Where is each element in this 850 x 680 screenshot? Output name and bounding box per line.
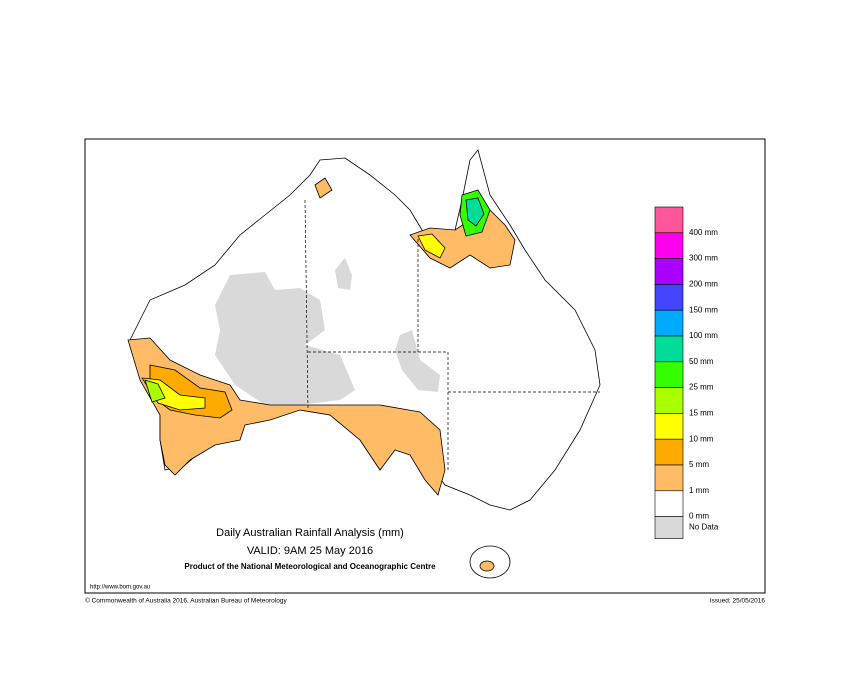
rain-10mm xyxy=(417,233,446,259)
rain-1mm xyxy=(314,177,333,199)
legend-swatch xyxy=(654,464,684,492)
australia-map xyxy=(127,149,601,579)
no-data-area xyxy=(215,272,355,405)
legend-swatch xyxy=(654,206,684,234)
source-url: http://www.bom.gov.au xyxy=(90,585,150,591)
legend-swatch xyxy=(654,413,684,440)
legend-label: 25 mm xyxy=(689,383,714,392)
legend-label: 300 mm xyxy=(689,254,718,263)
valid-time: VALID: 9AM 25 May 2016 xyxy=(247,545,373,557)
state-border xyxy=(304,199,600,470)
no-data-area xyxy=(335,258,352,290)
legend-label: 10 mm xyxy=(689,434,714,443)
map-title: Daily Australian Rainfall Analysis (mm) xyxy=(216,527,404,539)
legend-label: 400 mm xyxy=(689,228,718,237)
legend-swatch xyxy=(654,309,684,337)
legend-swatch xyxy=(654,258,684,285)
legend-swatch xyxy=(654,284,684,311)
rain-50mm xyxy=(465,197,485,227)
legend-label: 15 mm xyxy=(689,409,714,418)
copyright: © Commonwealth of Australia 2016, Austra… xyxy=(85,597,287,605)
legend-label: 50 mm xyxy=(689,357,714,366)
legend-label: 100 mm xyxy=(689,331,718,340)
product-note: Product of the National Meteorological a… xyxy=(184,562,436,571)
issued-date: Issued: 25/05/2016 xyxy=(710,598,766,605)
legend-label: 150 mm xyxy=(689,305,718,314)
legend-label: 5 mm xyxy=(689,460,709,469)
rain-1mm xyxy=(479,560,495,572)
legend: 400 mm 300 mm 200 mm 150 mm 100 mm 50 mm 25 mm… xyxy=(654,206,719,539)
rain-15mm xyxy=(144,379,166,403)
legend-label: 0 mm xyxy=(689,512,709,521)
legend-swatch xyxy=(654,438,684,466)
no-data-area xyxy=(395,330,440,392)
legend-swatch xyxy=(654,232,684,259)
legend-swatch xyxy=(654,361,684,388)
legend-label: 1 mm xyxy=(689,486,709,495)
legend-swatch xyxy=(654,490,684,517)
legend-swatch xyxy=(654,387,684,414)
legend-label: No Data xyxy=(689,523,719,532)
legend-label: 200 mm xyxy=(689,280,718,289)
legend-swatch xyxy=(654,516,684,539)
legend-swatch xyxy=(654,335,684,363)
rain-1mm xyxy=(127,337,446,496)
